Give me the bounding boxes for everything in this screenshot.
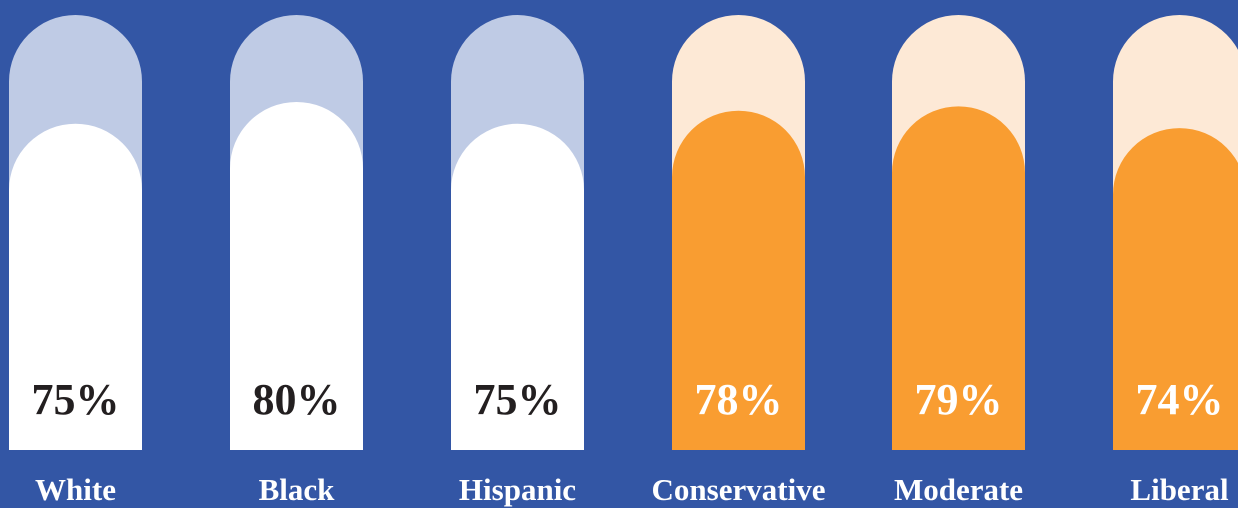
- value-label-conservative: 78%: [695, 375, 783, 424]
- value-label-black: 80%: [253, 375, 341, 424]
- bar-conservative: [672, 110, 805, 450]
- bar-hispanic: [451, 123, 584, 450]
- value-label-moderate: 79%: [915, 375, 1003, 424]
- category-label-hispanic: Hispanic: [459, 472, 576, 507]
- bar-white: [9, 123, 142, 450]
- bar-liberal: [1113, 128, 1238, 450]
- category-label-liberal: Liberal: [1130, 472, 1229, 507]
- category-label-conservative: Conservative: [652, 472, 826, 507]
- value-label-white: 75%: [32, 375, 120, 424]
- bar-moderate: [892, 106, 1025, 450]
- value-label-hispanic: 75%: [474, 375, 562, 424]
- category-label-moderate: Moderate: [894, 472, 1023, 507]
- category-label-white: White: [35, 472, 116, 507]
- category-label-black: Black: [259, 472, 336, 507]
- bar-black: [230, 102, 363, 451]
- bars-layer: [9, 14, 1238, 451]
- value-label-liberal: 74%: [1136, 375, 1224, 424]
- labels-layer: 75% White 80% Black 75% Hispanic 78% Conservati…: [32, 375, 1229, 507]
